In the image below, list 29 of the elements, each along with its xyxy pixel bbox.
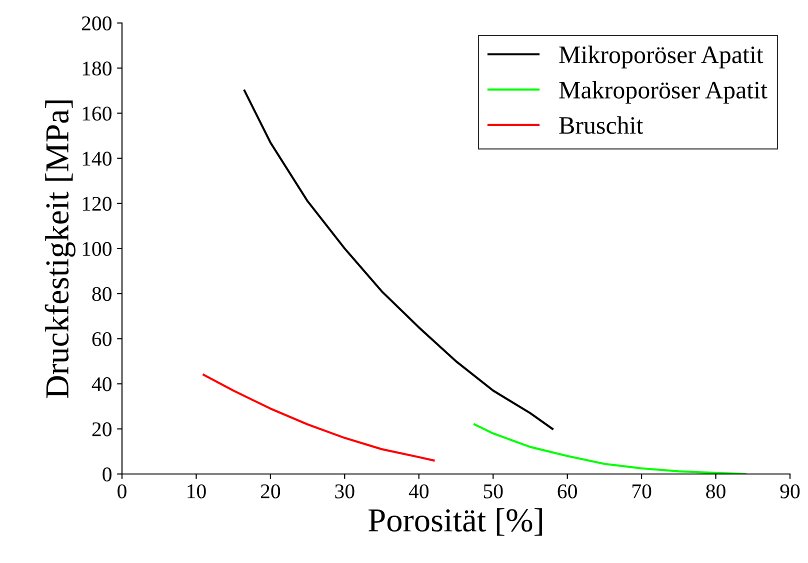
x-tick-label: 30 <box>335 484 354 498</box>
y-tick-label: 60 <box>92 332 112 346</box>
y-tick-label: 20 <box>92 422 112 436</box>
x-tick-label: 60 <box>558 484 577 498</box>
legend-label: Makroporöser Apatit <box>559 80 768 104</box>
y-tick-label: 80 <box>92 286 112 302</box>
y-tick-label: 140 <box>82 152 112 166</box>
y-tick-label: 200 <box>82 16 112 30</box>
y-tick-label: 40 <box>92 377 112 392</box>
x-axis-title: Porosität [%] <box>368 508 542 536</box>
x-tick-label: 80 <box>706 484 726 498</box>
y-tick-label: 180 <box>82 61 112 76</box>
y-tick-label: 0 <box>102 467 112 482</box>
x-tick-label: 40 <box>408 484 429 498</box>
x-tick-label: 50 <box>484 484 503 498</box>
x-tick-label: 20 <box>260 484 280 498</box>
y-axis-title: Druckfestigkeit [MPa] <box>44 100 76 398</box>
y-tick-label: 160 <box>82 106 112 121</box>
legend-label: Mikroporöser Apatit <box>559 46 764 68</box>
y-tick-label: 120 <box>82 196 112 211</box>
line-series <box>202 374 435 462</box>
x-tick-label: 0 <box>118 484 126 498</box>
x-tick-label: 90 <box>780 484 800 498</box>
line-series <box>243 90 554 430</box>
x-tick-label: 70 <box>632 484 652 498</box>
legend-label: Bruschit <box>559 116 644 134</box>
y-tick-label: 100 <box>82 242 112 256</box>
x-tick-label: 10 <box>188 484 206 498</box>
line-series <box>474 423 747 474</box>
